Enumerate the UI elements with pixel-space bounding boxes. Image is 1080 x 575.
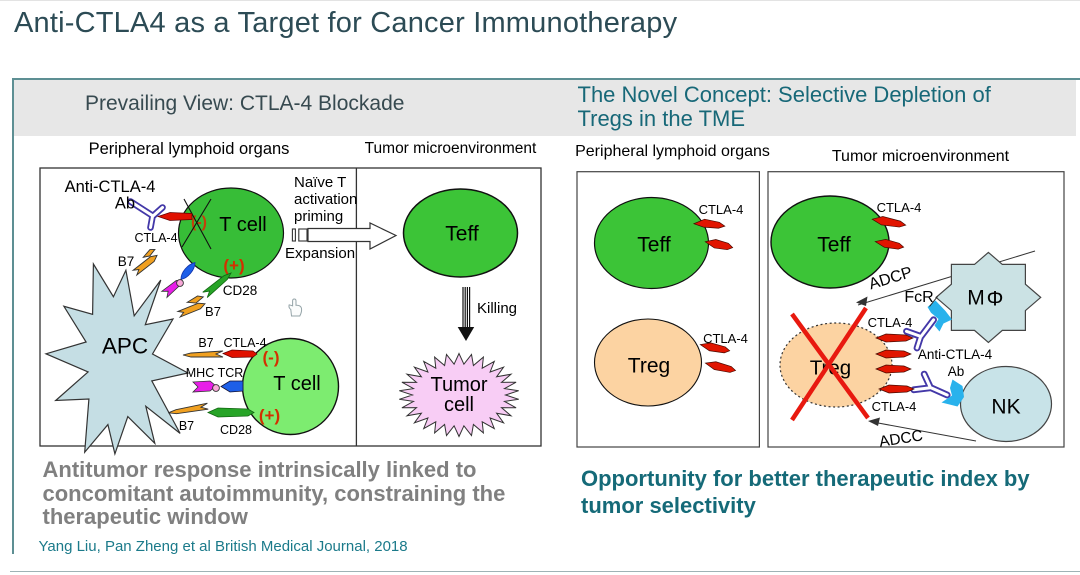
- svg-text:CD28: CD28: [220, 423, 252, 437]
- svg-text:Teff: Teff: [637, 234, 671, 257]
- svg-text:B7: B7: [179, 419, 194, 433]
- svg-text:CTLA-4: CTLA-4: [703, 331, 748, 346]
- svg-text:B7: B7: [198, 336, 213, 350]
- svg-text:Anti-CTLA-4: Anti-CTLA-4: [918, 347, 993, 362]
- svg-text:CTLA-4: CTLA-4: [872, 399, 917, 414]
- svg-text:Naïve T: Naïve T: [294, 174, 346, 191]
- svg-text:Φ: Φ: [987, 288, 1004, 311]
- svg-text:Teff: Teff: [817, 234, 851, 257]
- svg-text:Tumor: Tumor: [430, 374, 487, 396]
- svg-text:M: M: [967, 287, 985, 310]
- svg-text:ADCC: ADCC: [878, 427, 924, 451]
- svg-text:CTLA-4: CTLA-4: [868, 315, 913, 330]
- svg-text:Anti-CTLA-4: Anti-CTLA-4: [65, 178, 156, 196]
- svg-text:Ab: Ab: [948, 364, 965, 379]
- svg-text:B7: B7: [205, 304, 221, 319]
- svg-text:(-): (-): [263, 348, 280, 367]
- svg-text:CTLA-4: CTLA-4: [134, 231, 177, 245]
- svg-text:TCR: TCR: [218, 366, 244, 380]
- svg-text:Treg: Treg: [628, 355, 670, 378]
- svg-text:Killing: Killing: [477, 300, 517, 317]
- svg-text:cell: cell: [444, 394, 474, 416]
- svg-text:B7: B7: [118, 254, 135, 269]
- svg-text:MHC: MHC: [186, 366, 214, 380]
- svg-text:CD28: CD28: [223, 283, 258, 298]
- svg-text:CTLA-4: CTLA-4: [699, 202, 744, 217]
- svg-text:CTLA-4: CTLA-4: [223, 336, 266, 350]
- svg-text:NK: NK: [991, 396, 1020, 419]
- svg-text:activation: activation: [294, 191, 357, 208]
- svg-text:T cell: T cell: [219, 214, 266, 236]
- svg-text:priming: priming: [294, 208, 343, 225]
- svg-text:APC: APC: [102, 334, 148, 359]
- svg-text:Ab: Ab: [115, 195, 135, 213]
- svg-text:(+): (+): [223, 256, 244, 275]
- svg-text:FcR: FcR: [904, 289, 933, 306]
- svg-text:T cell: T cell: [273, 373, 320, 395]
- svg-text:(+): (+): [259, 406, 280, 425]
- svg-text:Teff: Teff: [445, 223, 479, 246]
- svg-text:CTLA-4: CTLA-4: [877, 200, 922, 215]
- svg-text:Expansion: Expansion: [285, 245, 355, 262]
